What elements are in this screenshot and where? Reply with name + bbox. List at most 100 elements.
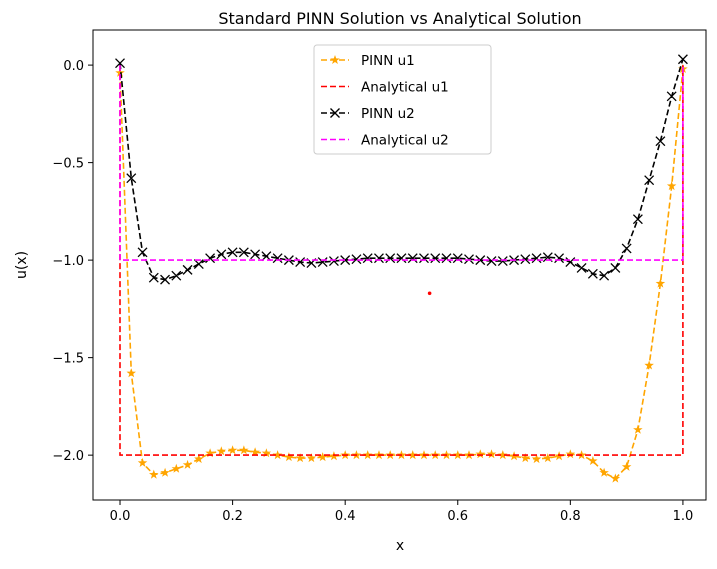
data-point-pinn-u2 [520, 254, 531, 265]
x-marker-stroke [677, 54, 688, 65]
data-point-pinn-u2 [126, 173, 137, 184]
data-point-pinn-u2 [328, 256, 339, 267]
x-marker-stroke [351, 254, 362, 265]
data-point-pinn-u1 [261, 448, 272, 458]
data-point-pinn-u2 [396, 253, 407, 264]
data-point-pinn-u1 [475, 449, 485, 459]
data-point-pinn-u1 [621, 461, 632, 471]
data-point-pinn-u2 [587, 268, 598, 279]
x-marker-stroke [644, 175, 655, 186]
x-tick-label: 0.6 [447, 509, 468, 524]
x-marker-stroke [531, 253, 542, 264]
data-point-pinn-u1 [171, 463, 182, 473]
x-marker-stroke [655, 136, 666, 147]
x-marker-stroke [396, 253, 407, 264]
data-point-pinn-u2 [464, 254, 474, 265]
data-point-pinn-u1 [408, 450, 418, 460]
legend-label-pinn-u2: PINN u2 [361, 106, 415, 122]
x-marker-stroke [464, 254, 474, 265]
data-point-pinn-u2 [655, 136, 666, 147]
x-marker-stroke [486, 256, 497, 267]
data-point-pinn-u2 [497, 256, 508, 267]
data-point-pinn-u2 [452, 253, 463, 264]
x-marker-stroke [666, 91, 677, 102]
x-marker-stroke [576, 262, 587, 273]
data-point-pinn-u2 [205, 253, 216, 264]
x-tick-label: 0.4 [335, 509, 356, 524]
x-marker-stroke [238, 247, 249, 258]
series-group [115, 54, 688, 483]
legend-marker-pinn-u1 [330, 55, 340, 64]
axes-frame [92, 29, 707, 501]
data-point-pinn-u1 [588, 456, 598, 465]
x-marker-stroke [520, 254, 531, 265]
data-point-pinn-u1 [655, 278, 666, 288]
x-marker-stroke [621, 243, 632, 254]
x-marker-stroke [542, 252, 553, 263]
data-point-pinn-u2 [171, 270, 182, 281]
data-point-pinn-u1 [453, 450, 463, 460]
data-point-pinn-u2 [565, 257, 576, 268]
data-point-pinn-u2 [227, 247, 238, 258]
data-point-pinn-u2 [407, 253, 418, 264]
x-tick-label: 1.0 [673, 509, 694, 524]
legend-label-analytical-u2: Analytical u2 [361, 133, 449, 149]
x-tick-label: 0.2 [222, 509, 243, 524]
data-point-pinn-u2 [261, 251, 272, 262]
x-marker-stroke [193, 259, 204, 269]
data-point-pinn-u2 [351, 254, 362, 265]
legend-label-analytical-u1: Analytical u1 [361, 80, 449, 96]
x-tick-label: 0.8 [560, 509, 581, 524]
data-point-pinn-u2 [644, 175, 655, 186]
data-point-pinn-u1 [115, 67, 125, 77]
data-point-pinn-u1 [633, 424, 643, 434]
data-point-pinn-u1 [599, 467, 609, 477]
x-marker-stroke [137, 247, 148, 258]
data-point-pinn-u2 [486, 256, 497, 267]
data-point-pinn-u2 [182, 264, 193, 275]
data-point-pinn-u1 [149, 469, 159, 479]
data-point-pinn-u2 [632, 214, 643, 225]
x-marker-stroke [441, 253, 452, 264]
data-point-pinn-u1 [362, 450, 373, 460]
x-marker-stroke [330, 108, 340, 118]
data-point-pinn-u2 [137, 247, 148, 258]
data-point-pinn-u2 [441, 253, 452, 264]
data-point-pinn-u1 [306, 453, 317, 463]
data-point-pinn-u1 [317, 452, 328, 462]
y-tick-label: −1.0 [52, 254, 84, 269]
data-point-pinn-u2 [317, 257, 328, 268]
x-axis: 0.0 0.2 0.4 0.6 0.8 1.0 [110, 500, 694, 524]
legend-box [313, 44, 492, 155]
data-point-pinn-u1 [205, 448, 215, 458]
data-point-pinn-u2 [250, 249, 261, 260]
data-point-pinn-u1 [216, 446, 227, 456]
data-point-pinn-u1 [239, 445, 249, 455]
data-point-pinn-u1 [486, 449, 497, 459]
data-point-pinn-u1 [295, 453, 305, 463]
y-axis: 0.0 −0.5 −1.0 −1.5 −2.0 [52, 59, 93, 464]
x-marker-stroke [554, 253, 565, 264]
data-point-pinn-u2 [610, 262, 621, 273]
x-marker-stroke [148, 272, 159, 283]
y-tick-label: 0.0 [63, 59, 84, 74]
x-marker-stroke [373, 253, 384, 264]
chart-title: Standard PINN Solution vs Analytical Sol… [218, 9, 581, 28]
data-point-pinn-u2 [362, 253, 373, 264]
x-marker-stroke [182, 264, 193, 275]
data-point-pinn-u2 [272, 253, 283, 264]
x-marker-stroke [216, 249, 227, 260]
data-point-pinn-u2 [216, 249, 227, 260]
data-point-pinn-u2 [295, 257, 306, 268]
data-point-pinn-u2 [576, 262, 587, 273]
data-point-pinn-u1 [160, 467, 170, 477]
x-marker-stroke [250, 249, 261, 260]
x-marker-stroke [317, 257, 328, 268]
x-marker-stroke [126, 173, 137, 184]
data-point-pinn-u2 [677, 54, 688, 65]
x-marker-stroke [430, 253, 441, 264]
x-marker-stroke [385, 253, 396, 264]
series-line-analytical-u2 [119, 65, 684, 261]
data-point-pinn-u2 [148, 272, 159, 283]
